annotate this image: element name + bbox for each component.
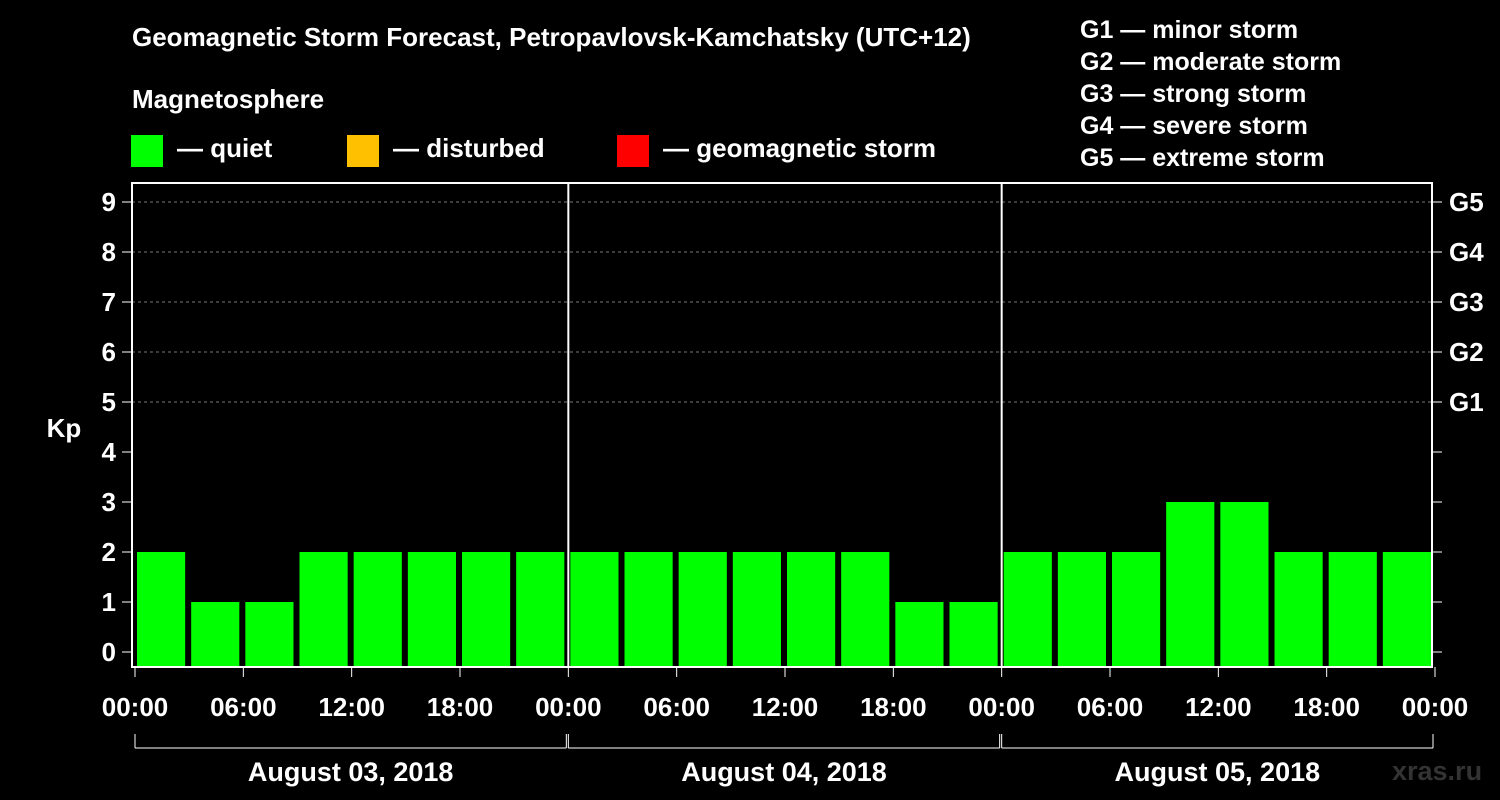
day-label-1: August 04, 2018 xyxy=(681,757,887,787)
x-tick-label-10: 12:00 xyxy=(1185,692,1252,722)
plot-frame xyxy=(131,182,1433,668)
kp-bar-16 xyxy=(1003,552,1052,667)
x-tick-label-0: 00:00 xyxy=(102,692,169,722)
chart-axes xyxy=(122,182,1442,749)
x-tick-label-12: 00:00 xyxy=(1402,692,1469,722)
right-tick-label-0: G1 xyxy=(1449,387,1484,417)
kp-bar-6 xyxy=(462,552,511,667)
kp-bar-13 xyxy=(841,552,890,667)
kp-bar-9 xyxy=(624,552,673,667)
legend-swatch-disturbed xyxy=(347,135,379,167)
magnetosphere-label: Magnetosphere xyxy=(132,84,325,114)
kp-bar-22 xyxy=(1328,552,1377,667)
x-tick-label-5: 06:00 xyxy=(643,692,710,722)
kp-bar-1 xyxy=(191,602,240,667)
y-tick-label-8: 8 xyxy=(102,237,116,267)
day-label-0: August 03, 2018 xyxy=(248,757,454,787)
storm-level-g2: G2 — moderate storm xyxy=(1080,48,1342,76)
y-tick-label-9: 9 xyxy=(102,187,116,217)
x-tick-label-1: 06:00 xyxy=(210,692,277,722)
y-tick-label-4: 4 xyxy=(102,437,117,467)
x-tick-label-6: 12:00 xyxy=(752,692,819,722)
kp-bar-2 xyxy=(245,602,294,667)
kp-bar-4 xyxy=(353,552,402,667)
kp-bar-11 xyxy=(732,552,781,667)
x-tick-label-7: 18:00 xyxy=(860,692,927,722)
kp-bar-5 xyxy=(407,552,456,667)
storm-level-legend: G1 — minor storm G2 — moderate storm G3 … xyxy=(1080,14,1341,174)
kp-bar-14 xyxy=(895,602,944,667)
right-tick-label-1: G2 xyxy=(1449,337,1484,367)
kp-bar-15 xyxy=(949,602,998,667)
chart-title: Geomagnetic Storm Forecast, Petropavlovs… xyxy=(132,22,971,52)
kp-bar-20 xyxy=(1220,502,1269,667)
legend-label-quiet: — quiet xyxy=(177,133,273,163)
x-tick-label-2: 12:00 xyxy=(318,692,385,722)
kp-bar-7 xyxy=(516,552,565,667)
y-tick-label-3: 3 xyxy=(102,487,116,517)
right-tick-label-4: G5 xyxy=(1449,187,1484,217)
right-tick-label-2: G3 xyxy=(1449,287,1484,317)
kp-bar-3 xyxy=(299,552,348,667)
kp-bar-23 xyxy=(1382,552,1431,667)
kp-bar-12 xyxy=(787,552,836,667)
x-tick-label-8: 00:00 xyxy=(968,692,1035,722)
legend-swatch-quiet xyxy=(131,135,163,167)
x-tick-label-9: 06:00 xyxy=(1077,692,1144,722)
storm-level-g5: G5 — extreme storm xyxy=(1080,144,1325,172)
y-tick-label-0: 0 xyxy=(102,637,116,667)
x-tick-label-11: 18:00 xyxy=(1293,692,1360,722)
kp-bar-21 xyxy=(1274,552,1323,667)
watermark: xras.ru xyxy=(1392,756,1483,786)
axis-labels: 0 1 2 3 4 5 6 7 8 9 G1 G2 G3 G4 G5 Kp 00:00 06:00 12:00 18:… xyxy=(47,187,1485,787)
kp-bar-19 xyxy=(1166,502,1215,667)
legend-label-storm: — geomagnetic storm xyxy=(663,133,937,163)
y-tick-label-1: 1 xyxy=(102,587,116,617)
kp-bar-18 xyxy=(1112,552,1161,667)
kp-bar-8 xyxy=(570,552,619,667)
x-tick-label-3: 18:00 xyxy=(427,692,494,722)
y-axis-label: Kp xyxy=(47,413,82,443)
storm-level-g3: G3 — strong storm xyxy=(1080,80,1307,108)
y-tick-label-7: 7 xyxy=(102,287,116,317)
right-tick-label-3: G4 xyxy=(1449,237,1484,267)
kp-bar-0 xyxy=(137,552,186,667)
kp-bars xyxy=(137,502,1431,667)
legend-swatch-storm xyxy=(617,135,649,167)
y-tick-label-5: 5 xyxy=(102,387,116,417)
kp-bar-17 xyxy=(1057,552,1106,667)
day-label-2: August 05, 2018 xyxy=(1115,757,1321,787)
legend-label-disturbed: — disturbed xyxy=(393,133,545,163)
storm-level-g1: G1 — minor storm xyxy=(1080,16,1299,44)
storm-level-g4: G4 — severe storm xyxy=(1080,112,1308,140)
kp-bar-10 xyxy=(678,552,727,667)
y-tick-label-6: 6 xyxy=(102,337,116,367)
x-tick-label-4: 00:00 xyxy=(535,692,602,722)
grid-lines xyxy=(132,201,1432,403)
y-tick-label-2: 2 xyxy=(102,537,116,567)
